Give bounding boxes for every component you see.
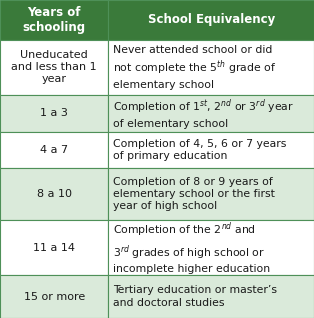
Text: 4 a 7: 4 a 7 (40, 145, 68, 155)
Bar (108, 132, 314, 168)
Text: Completion of 1$^{st}$, 2$^{nd}$ or 3$^{rd}$ year
of elementary school: Completion of 1$^{st}$, 2$^{nd}$ or 3$^{… (113, 98, 294, 129)
Text: Completion of 8 or 9 years of
elementary school or the first
year of high school: Completion of 8 or 9 years of elementary… (113, 176, 275, 211)
Bar (108, 95, 314, 132)
Bar (0, 132, 108, 168)
Bar (0, 95, 108, 132)
Bar (108, 39, 314, 95)
Bar (108, 220, 314, 275)
Text: 8 a 10: 8 a 10 (37, 189, 72, 199)
Bar (0, 275, 108, 318)
Text: 1 a 3: 1 a 3 (40, 108, 68, 118)
Text: 15 or more: 15 or more (24, 292, 85, 302)
Bar (0, 39, 108, 95)
Text: Completion of 4, 5, 6 or 7 years
of primary education: Completion of 4, 5, 6 or 7 years of prim… (113, 139, 287, 161)
Text: 11 a 14: 11 a 14 (33, 243, 75, 252)
Text: Years of
schooling: Years of schooling (23, 5, 86, 34)
Bar (0, 0, 108, 39)
Text: Never attended school or did
not complete the 5$^{th}$ grade of
elementary schoo: Never attended school or did not complet… (113, 45, 277, 90)
Text: Uneducated
and less than 1
year: Uneducated and less than 1 year (11, 50, 97, 84)
Text: Tertiary education or master’s
and doctoral studies: Tertiary education or master’s and docto… (113, 286, 277, 308)
Bar (108, 275, 314, 318)
Bar (108, 0, 314, 39)
Bar (0, 168, 108, 220)
Bar (0, 220, 108, 275)
Text: Completion of the 2$^{nd}$ and
3$^{rd}$ grades of high school or
incomplete high: Completion of the 2$^{nd}$ and 3$^{rd}$ … (113, 221, 270, 274)
Text: School Equivalency: School Equivalency (148, 13, 275, 26)
Bar (108, 168, 314, 220)
